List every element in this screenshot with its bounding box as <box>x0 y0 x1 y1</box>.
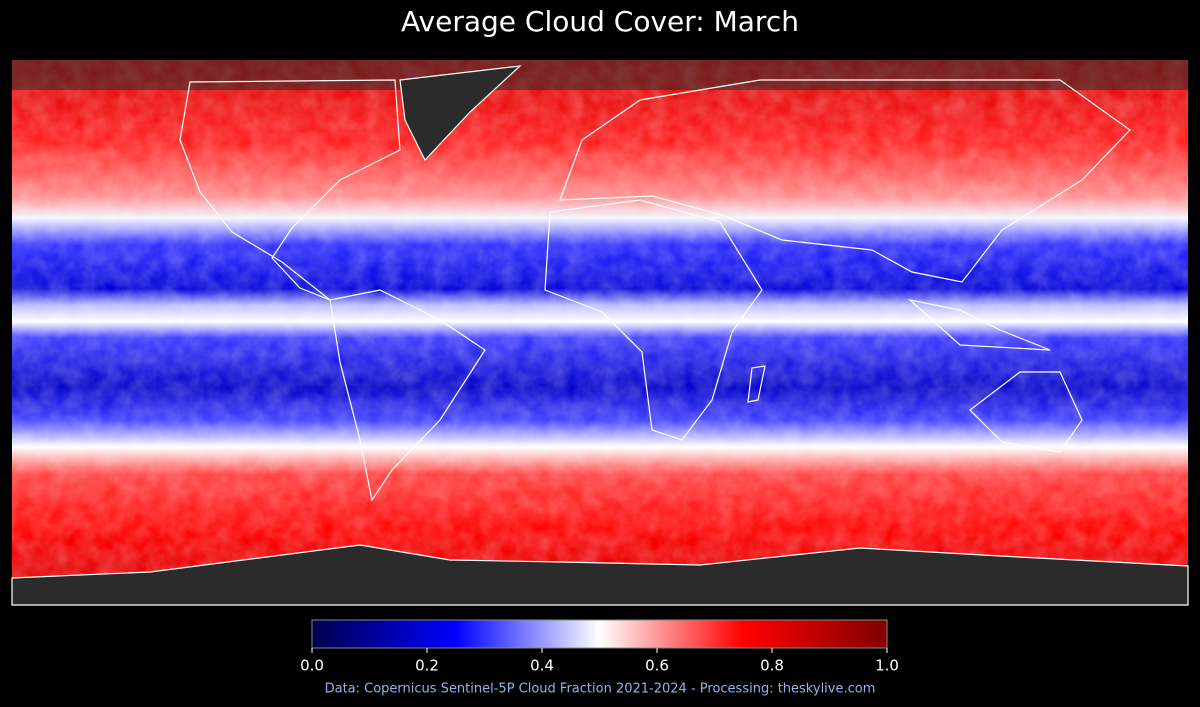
coastlines <box>179 79 1131 502</box>
title: Average Cloud Cover: March <box>401 5 799 38</box>
map <box>11 60 1189 606</box>
south-america <box>329 289 486 502</box>
arctic-nodata <box>12 60 1188 90</box>
colorbar: 0.0 0.2 0.4 0.6 0.8 1.0 <box>300 619 899 675</box>
colorbar-tick-label: 1.0 <box>875 657 899 675</box>
africa <box>544 199 763 441</box>
madagascar <box>747 365 766 403</box>
credit: Data: Copernicus Sentinel-5P Cloud Fract… <box>325 682 876 697</box>
colorbar-ramp <box>311 619 888 649</box>
colorbar-tick-label: 0.2 <box>415 657 439 675</box>
indonesia <box>907 298 1051 351</box>
colorbar-tick-label: 0.4 <box>530 657 554 675</box>
australia <box>969 371 1083 453</box>
eurasia <box>559 79 1131 283</box>
antarctica <box>11 544 1189 606</box>
colorbar-tick-label: 0.8 <box>760 657 784 675</box>
north-america <box>179 79 401 301</box>
colorbar-tick-label: 0.6 <box>645 657 669 675</box>
cloud-texture <box>12 60 1188 605</box>
greenland <box>399 65 522 162</box>
colorbar-tick-label: 0.0 <box>300 657 324 675</box>
